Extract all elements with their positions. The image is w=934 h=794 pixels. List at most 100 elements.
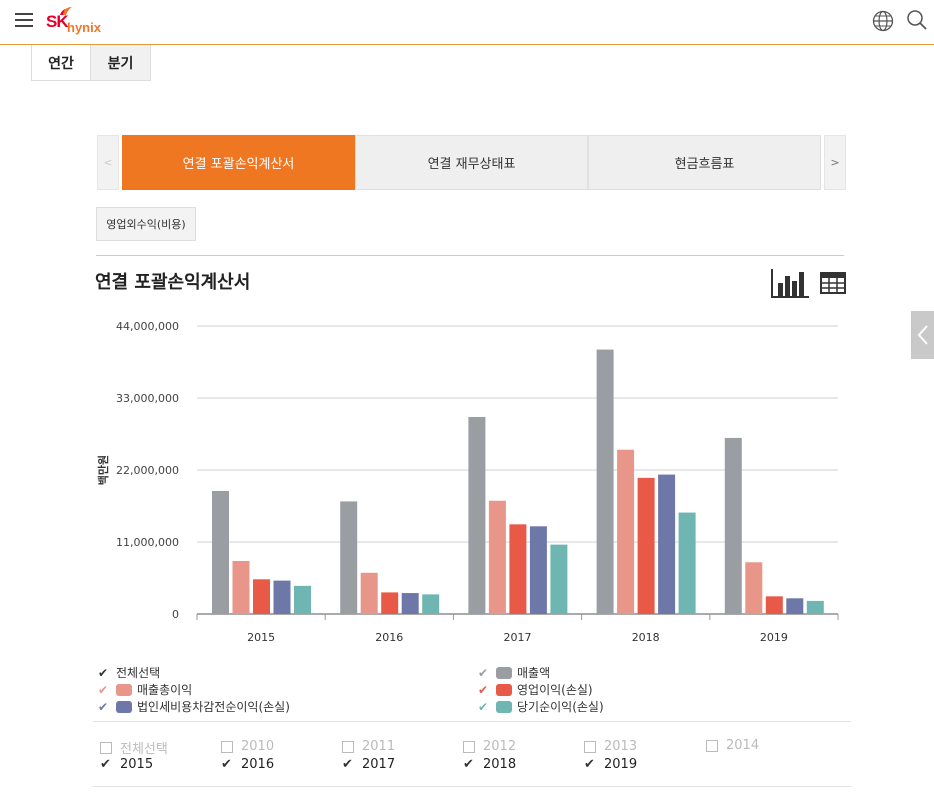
- legend-label: 당기순이익(손실): [517, 700, 604, 714]
- legend-item-gross-profit[interactable]: ✔ 매출총이익: [98, 681, 192, 698]
- y-tick-label: 22,000,000: [116, 464, 179, 477]
- tabs-prev-button[interactable]: <: [97, 135, 119, 190]
- year-label: 2014: [726, 738, 760, 753]
- legend-swatch: [116, 700, 132, 713]
- legend-item-pretax-income[interactable]: ✔ 법인세비용차감전순이익(손실): [98, 698, 290, 715]
- check-icon: ✔: [478, 665, 489, 680]
- bar: [273, 580, 291, 614]
- check-icon: ✔: [342, 757, 353, 772]
- bar: [724, 437, 742, 614]
- bar-chart-icon[interactable]: [770, 268, 810, 300]
- year-2012[interactable]: 2012: [463, 739, 516, 754]
- legend-item-operating-income[interactable]: ✔ 영업이익(손실): [478, 681, 593, 698]
- bar: [468, 416, 486, 614]
- x-tick-label: 2015: [247, 631, 275, 644]
- check-icon: ✔: [98, 665, 109, 680]
- bar: [253, 579, 270, 614]
- non-operating-button[interactable]: 영업외수익(비용): [96, 207, 196, 241]
- x-tick-label: 2017: [504, 631, 532, 644]
- year-label: 전체선택: [120, 742, 168, 757]
- side-collapse-button[interactable]: [911, 311, 934, 359]
- tab-cash-flow[interactable]: 현금흐름표: [588, 135, 821, 190]
- section-divider: [96, 255, 844, 256]
- bar: [340, 501, 358, 614]
- year-2011[interactable]: 2011: [342, 739, 395, 754]
- tabs-next-button[interactable]: >: [824, 135, 846, 190]
- x-tick-label: 2018: [632, 631, 660, 644]
- tab-annual[interactable]: 연간: [31, 45, 91, 81]
- y-tick-label: 33,000,000: [116, 392, 179, 405]
- legend-label: 매출액: [517, 666, 551, 680]
- checkbox-icon: [342, 740, 354, 753]
- x-tick-label: 2016: [375, 631, 403, 644]
- bar: [529, 526, 547, 614]
- check-icon: ✔: [478, 682, 489, 697]
- logo-wing-icon: [60, 7, 72, 15]
- statement-tabs: < 연결 포괄손익계산서 연결 재무상태표 현금흐름표 >: [97, 135, 846, 190]
- year-label: 2012: [483, 739, 517, 754]
- tab-balance-sheet[interactable]: 연결 재무상태표: [355, 135, 588, 190]
- year-label: 2017: [362, 757, 396, 772]
- check-icon: ✔: [100, 757, 111, 772]
- y-tick-label: 44,000,000: [116, 320, 179, 333]
- logo-hynix-text: hynix: [67, 20, 101, 35]
- check-icon: ✔: [463, 757, 474, 772]
- table-icon[interactable]: [820, 271, 846, 295]
- legend-item-revenue[interactable]: ✔ 매출액: [478, 664, 550, 681]
- year-label: 2013: [604, 739, 638, 754]
- year-label: 2016: [241, 757, 275, 772]
- bar: [678, 512, 696, 614]
- bar: [617, 449, 635, 614]
- year-label: 2018: [483, 757, 517, 772]
- year-2013[interactable]: 2013: [584, 739, 637, 754]
- year-label: 2010: [241, 739, 275, 754]
- check-icon: ✔: [584, 757, 595, 772]
- globe-icon[interactable]: [872, 10, 894, 32]
- top-header: SK hynix: [0, 0, 934, 45]
- year-label: 2019: [604, 757, 638, 772]
- sk-hynix-logo[interactable]: SK hynix: [46, 6, 110, 38]
- year-2016[interactable]: ✔ 2016: [221, 757, 274, 772]
- year-2018[interactable]: ✔ 2018: [463, 757, 516, 772]
- legend-swatch: [496, 700, 512, 713]
- bar: [765, 596, 783, 614]
- bar: [550, 544, 568, 614]
- legend-item-net-income[interactable]: ✔ 당기순이익(손실): [478, 698, 604, 715]
- bar: [422, 594, 440, 614]
- check-icon: ✔: [478, 699, 489, 714]
- checkbox-icon: [584, 740, 596, 753]
- checkbox-icon: [463, 740, 475, 753]
- bar: [381, 592, 399, 614]
- tab-income-statement[interactable]: 연결 포괄손익계산서: [122, 135, 355, 190]
- check-icon: ✔: [221, 757, 232, 772]
- hamburger-icon[interactable]: [15, 13, 33, 29]
- year-2017[interactable]: ✔ 2017: [342, 757, 395, 772]
- bar: [212, 490, 229, 614]
- year-select-all[interactable]: 전체선택: [100, 738, 168, 757]
- legend-select-all[interactable]: ✔ 전체선택: [98, 664, 160, 681]
- search-icon[interactable]: [906, 9, 928, 31]
- chevron-left-icon: [917, 325, 928, 345]
- bar: [401, 593, 419, 614]
- year-2014[interactable]: 2014: [706, 738, 759, 753]
- logo-sk-text: SK: [46, 12, 69, 31]
- year-2010[interactable]: 2010: [221, 739, 274, 754]
- bar: [806, 600, 824, 614]
- chart-title: 연결 포괄손익계산서: [95, 272, 251, 293]
- income-bar-chart: 0 11,000,000 22,000,000 33,000,000 44,000,00…: [96, 320, 839, 644]
- legend-swatch: [116, 683, 132, 696]
- year-2015[interactable]: ✔ 2015: [100, 757, 153, 772]
- legend-swatch: [496, 683, 512, 696]
- bar: [637, 477, 655, 614]
- legend-select-all-label: 전체선택: [116, 666, 161, 680]
- legend-label: 매출총이익: [137, 683, 193, 697]
- bottom-divider: [93, 786, 851, 787]
- bar: [360, 572, 378, 614]
- y-tick-label: 11,000,000: [116, 536, 179, 549]
- bar: [294, 585, 311, 614]
- tab-quarterly[interactable]: 분기: [90, 45, 151, 81]
- year-2019[interactable]: ✔ 2019: [584, 757, 637, 772]
- checkbox-icon: [100, 741, 112, 754]
- bar: [658, 474, 676, 614]
- bar: [786, 598, 804, 614]
